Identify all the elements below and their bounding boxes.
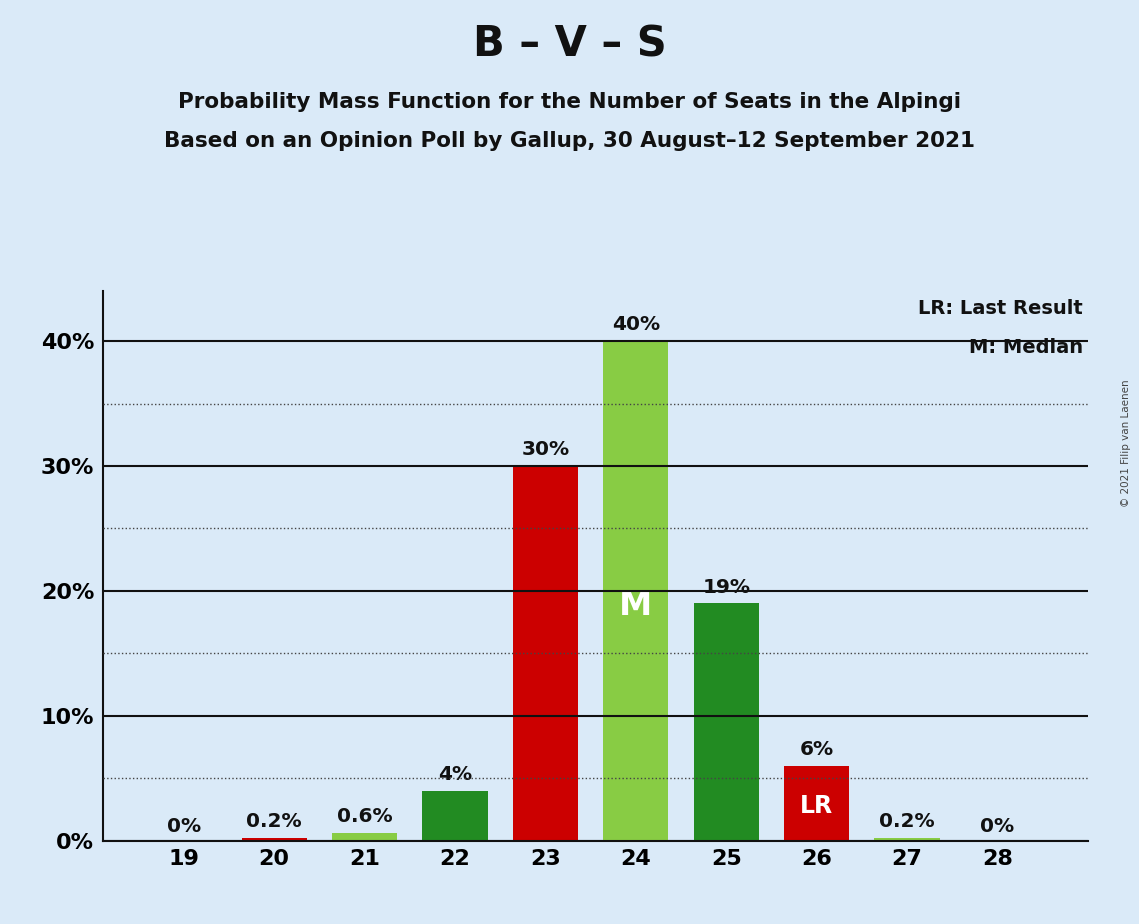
Text: 0%: 0% <box>981 817 1015 836</box>
Text: M: Median: M: Median <box>968 338 1083 357</box>
Text: 19%: 19% <box>702 578 751 597</box>
Text: 4%: 4% <box>439 765 472 784</box>
Text: 0.6%: 0.6% <box>337 808 393 826</box>
Text: LR: LR <box>800 794 833 818</box>
Text: 0.2%: 0.2% <box>879 812 935 832</box>
Bar <box>333 833 398 841</box>
Text: M: M <box>620 590 653 623</box>
Text: Probability Mass Function for the Number of Seats in the Alpingi: Probability Mass Function for the Number… <box>178 92 961 113</box>
Bar <box>513 466 577 841</box>
Text: 30%: 30% <box>522 440 570 459</box>
Bar <box>604 341 669 841</box>
Bar <box>875 838 940 841</box>
Text: 40%: 40% <box>612 315 659 334</box>
Text: 0%: 0% <box>166 817 200 836</box>
Text: 0.2%: 0.2% <box>246 812 302 832</box>
Text: LR: Last Result: LR: Last Result <box>918 299 1083 318</box>
Bar <box>241 838 306 841</box>
Text: 6%: 6% <box>800 740 834 759</box>
Bar <box>784 766 849 841</box>
Text: Based on an Opinion Poll by Gallup, 30 August–12 September 2021: Based on an Opinion Poll by Gallup, 30 A… <box>164 131 975 152</box>
Text: B – V – S: B – V – S <box>473 23 666 65</box>
Bar <box>423 791 487 841</box>
Text: © 2021 Filip van Laenen: © 2021 Filip van Laenen <box>1121 380 1131 507</box>
Bar <box>694 603 759 841</box>
